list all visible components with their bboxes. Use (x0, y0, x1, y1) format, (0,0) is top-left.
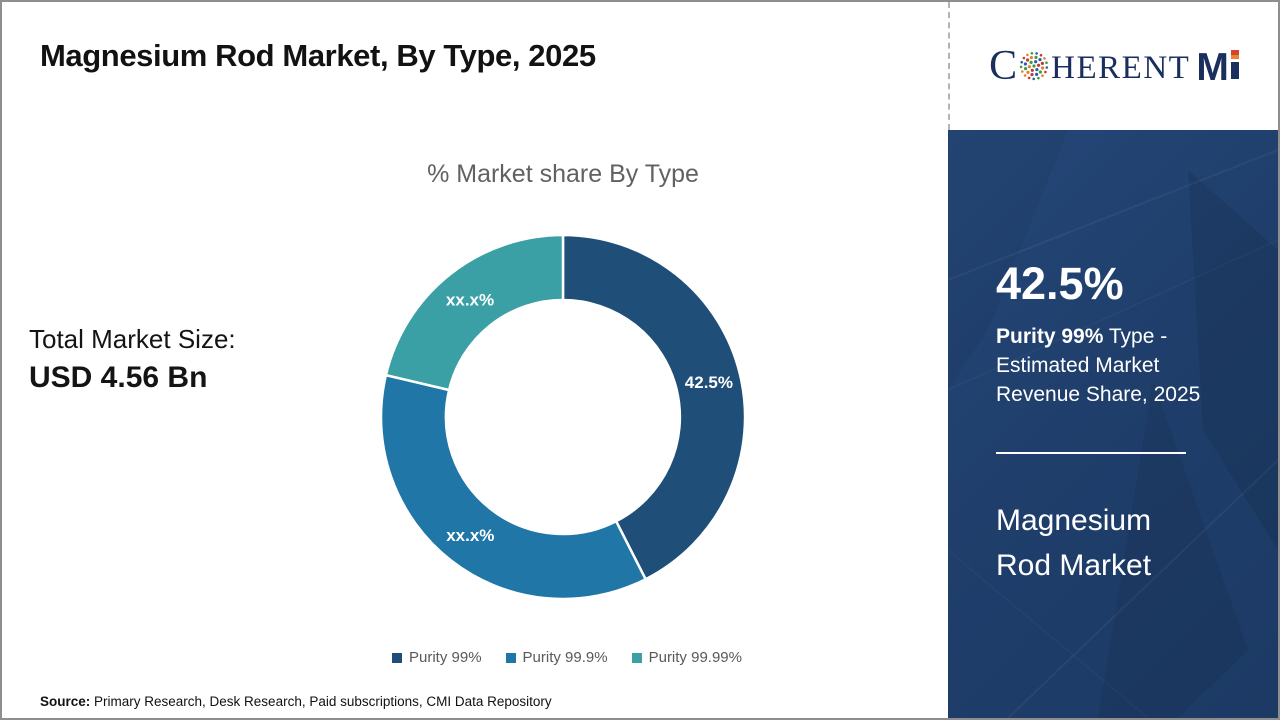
logo-letter-m: M (1196, 46, 1228, 89)
stat-description-rest: Type - Estimated Market Revenue Share, 2… (996, 325, 1201, 406)
globe-dot (1029, 60, 1033, 64)
globe-dot (1045, 66, 1049, 69)
dotted-globe-icon (1019, 52, 1049, 81)
globe-dot (1024, 67, 1028, 71)
legend-swatch-icon (631, 652, 642, 663)
globe-dot (1037, 76, 1040, 80)
globe-dot (1034, 60, 1038, 64)
legend-swatch-icon (392, 652, 402, 663)
source-label: Source: (40, 694, 91, 709)
total-market-size-label: Total Market Size: (29, 324, 236, 354)
logo-letter-i-bar (1230, 50, 1239, 79)
sidebar-divider (996, 452, 1186, 454)
globe-dot (1035, 72, 1039, 76)
globe-dot (1023, 62, 1028, 66)
globe-dot (1021, 70, 1024, 73)
globe-dot (1030, 73, 1034, 77)
legend-item-1: Purity 99% (392, 649, 482, 666)
segment-label-3: xx.x% (446, 290, 494, 309)
logo-letters-herent: HERENT (1051, 50, 1191, 86)
globe-dot (1041, 74, 1044, 77)
globe-dot (1022, 56, 1026, 60)
page-title: Magnesium Rod Market, By Type, 2025 (40, 38, 596, 73)
globe-dot (1026, 70, 1030, 74)
globe-dot (1037, 63, 1041, 67)
legend-item-3: Purity 99.99% (631, 649, 742, 666)
logo-letter-c: C (989, 43, 1018, 89)
globe-dot (1041, 66, 1045, 70)
globe-dot (1027, 76, 1031, 80)
chart-title: % Market share By Type (427, 160, 699, 188)
globe-dot (1026, 53, 1029, 57)
globe-dot (1038, 70, 1043, 74)
total-market-size-value: USD 4.56 Bn (29, 361, 208, 394)
chart-legend: Purity 99% Purity 99.9% Purity 99.99% (332, 649, 802, 666)
globe-dot (1020, 60, 1024, 64)
sidebar: 42.5% Purity 99% Type - Estimated Market… (948, 130, 1278, 718)
legend-swatch-icon (505, 652, 516, 663)
globe-dot (1019, 65, 1023, 69)
globe-dot (1043, 57, 1046, 60)
globe-dot (1044, 70, 1047, 74)
coherentmi-logo: C HERENT M (989, 45, 1239, 87)
legend-label: Purity 99% (409, 649, 482, 666)
source-line: Source: Primary Research, Desk Research,… (40, 694, 552, 709)
globe-dot (1032, 77, 1036, 81)
donut-segment-3 (384, 233, 565, 392)
legend-item-2: Purity 99.9% (505, 649, 608, 666)
globe-dot (1038, 58, 1042, 62)
globe-dot (1035, 52, 1039, 55)
segment-label-2: xx.x% (446, 526, 494, 545)
donut-chart: 42.5% xx.x% xx.x% (373, 227, 753, 607)
globe-dot (1026, 58, 1030, 62)
legend-label: Purity 99.9% (522, 649, 608, 666)
globe-dot (1035, 68, 1039, 72)
globe-dot (1034, 55, 1038, 59)
logo-area: C HERENT M (948, 2, 1278, 130)
segment-label-1: 42.5% (685, 373, 733, 392)
globe-dot (1040, 61, 1045, 65)
globe-dot (1030, 52, 1034, 55)
globe-dot (1023, 74, 1027, 77)
stat-description-bold: Purity 99% (996, 325, 1104, 348)
source-text: Primary Research, Desk Research, Paid su… (90, 694, 552, 709)
globe-dot (1029, 56, 1034, 60)
globe-dot (1030, 68, 1035, 72)
donut-segment-1 (561, 233, 747, 581)
legend-label: Purity 99.99% (648, 649, 742, 666)
sidebar-stat-description: Purity 99% Type - Estimated Market Reven… (996, 322, 1218, 409)
donut-segment-2 (379, 373, 648, 601)
sidebar-stat-value: 42.5% (996, 258, 1124, 309)
globe-dot (1045, 61, 1048, 64)
sidebar-market-name: Magnesium Rod Market (996, 504, 1152, 582)
globe-dot (1032, 64, 1036, 68)
sidebar-map-texture (948, 130, 1278, 718)
donut-chart-svg: 42.5% xx.x% xx.x% (379, 233, 747, 601)
globe-dot (1039, 53, 1043, 57)
globe-dot (1027, 65, 1032, 69)
